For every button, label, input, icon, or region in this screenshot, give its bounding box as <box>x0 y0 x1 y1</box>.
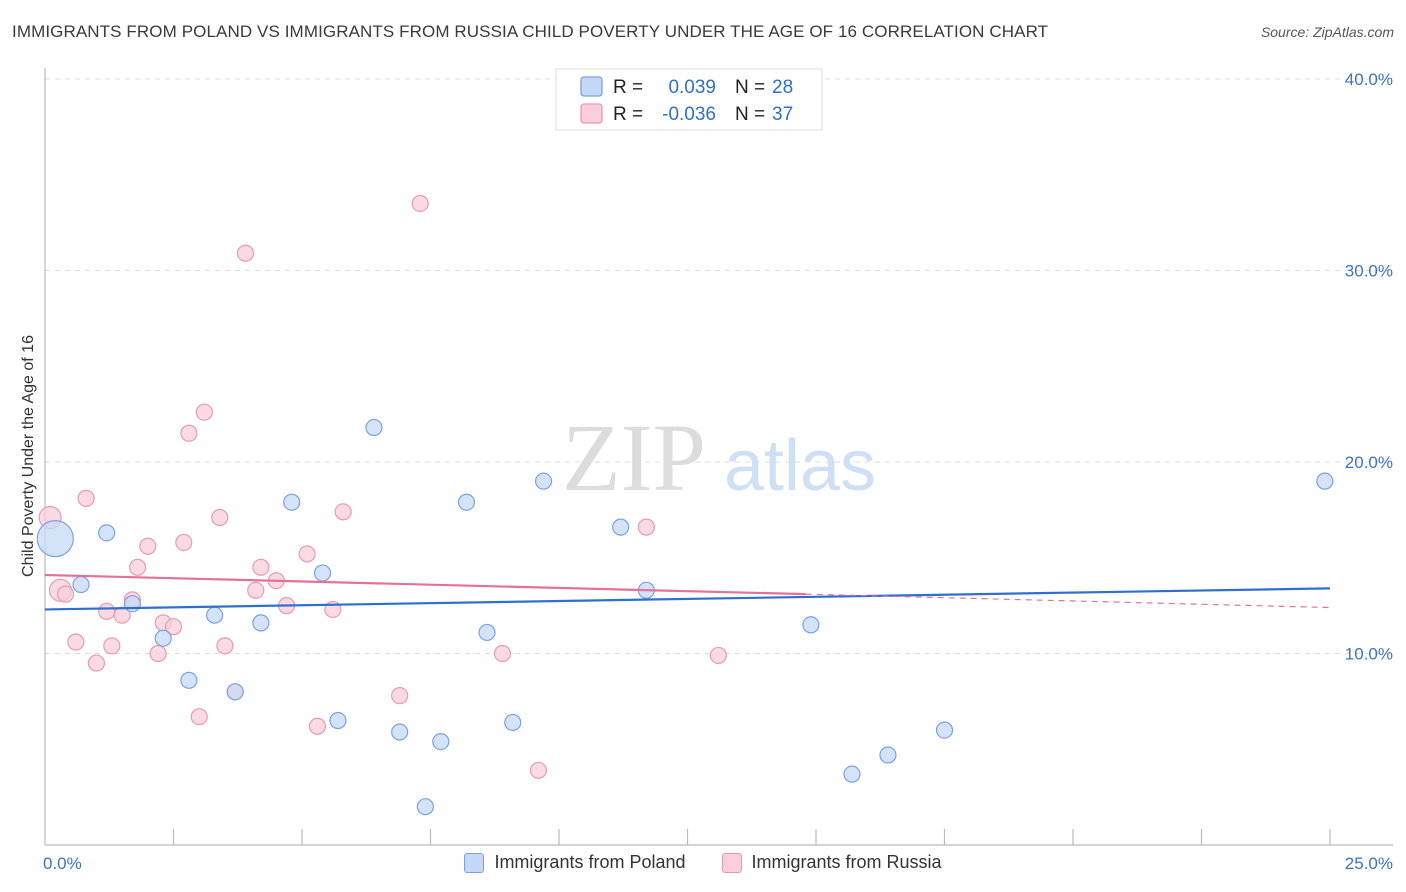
russia-point <box>77 489 95 507</box>
russia-point <box>103 637 121 655</box>
poland-point <box>416 798 434 816</box>
russia-point <box>391 687 409 705</box>
poland-point <box>935 721 954 739</box>
poland-point <box>180 671 198 689</box>
legend-label-poland: Immigrants from Poland <box>494 852 686 872</box>
russia-point <box>195 403 213 421</box>
poland-point <box>365 418 383 437</box>
poland-point <box>313 564 332 582</box>
poland-trend-line <box>44 587 1331 611</box>
series-legend: Immigrants from Poland Immigrants from R… <box>0 852 1406 873</box>
russia-point <box>67 633 85 651</box>
legend-swatch-russia-bottom <box>721 852 742 873</box>
russia-point <box>411 194 429 213</box>
russia-point <box>175 533 193 552</box>
legend-r-label-poland: R = <box>613 77 643 98</box>
watermark-atlas: atlas <box>724 426 876 506</box>
russia-point <box>529 761 548 779</box>
y-axis-label: Child Poverty Under the Age of 16 <box>20 335 37 577</box>
russia-point <box>98 602 116 620</box>
watermark-zip: ZIP <box>562 404 706 511</box>
russia-point <box>493 644 512 663</box>
russia-point <box>247 581 265 599</box>
russia-point <box>87 654 106 672</box>
legend-swatch-russia <box>580 103 603 124</box>
poland-point <box>36 519 74 558</box>
poland-point <box>612 518 630 536</box>
poland-point <box>478 623 496 642</box>
russia-point <box>180 424 198 442</box>
russia-point <box>637 518 655 536</box>
poland-point <box>226 683 244 701</box>
y-tick-label: 20.0% <box>1345 453 1393 472</box>
poland-point <box>391 723 409 741</box>
y-tick-label: 40.0% <box>1345 70 1393 89</box>
legend-r-label-russia: R = <box>613 104 643 125</box>
poland-point <box>534 472 553 490</box>
tick-labels: 10.0% 20.0% 30.0% 40.0% 0.0% 25.0% <box>43 70 1393 873</box>
russia-point <box>252 558 270 576</box>
correlation-legend: R = 0.039 N = 28 R = -0.036 N = 37 <box>555 68 823 131</box>
legend-swatch-poland-bottom <box>464 852 485 873</box>
legend-r-value-russia: -0.036 <box>662 104 716 125</box>
trend-lines <box>44 573 1331 611</box>
legend-n-label-poland: N = <box>735 77 765 98</box>
x-tick-label: 25.0% <box>1345 854 1393 873</box>
poland-point <box>154 629 172 647</box>
legend-swatch-poland <box>580 76 603 97</box>
chart-title: IMMIGRANTS FROM POLAND VS IMMIGRANTS FRO… <box>12 22 1049 41</box>
russia-point <box>334 503 352 521</box>
russia-trend-extension <box>805 593 1331 609</box>
legend-r-value-poland: 0.039 <box>668 77 716 98</box>
poland-point <box>283 493 301 511</box>
x-tick-label: 0.0% <box>43 854 82 873</box>
russia-point <box>709 646 727 665</box>
russia-trend-line <box>44 573 806 596</box>
poland-point <box>802 616 820 634</box>
russia-point <box>216 637 234 655</box>
poland-point <box>98 524 116 542</box>
legend-n-value-poland: 28 <box>772 77 793 98</box>
y-tick-label: 10.0% <box>1345 645 1393 664</box>
watermark: ZIP atlas <box>562 404 876 511</box>
russia-point <box>56 585 75 603</box>
legend-n-label-russia: N = <box>735 104 765 125</box>
legend-n-value-russia: 37 <box>772 104 793 125</box>
poland-point <box>504 713 522 732</box>
poland-point <box>72 575 90 594</box>
poland-point <box>329 711 347 730</box>
russia-point <box>298 545 316 563</box>
poland-points <box>36 91 1334 816</box>
poland-point <box>457 493 476 511</box>
russia-point <box>236 244 255 262</box>
russia-point <box>164 618 183 636</box>
russia-points <box>38 194 727 779</box>
poland-point <box>432 732 450 751</box>
russia-point <box>149 644 167 663</box>
russia-point <box>139 537 157 555</box>
source-label: Source: ZipAtlas.com <box>1260 24 1394 40</box>
russia-point <box>128 558 147 576</box>
russia-point <box>211 508 229 527</box>
axes <box>44 68 1393 846</box>
russia-point <box>190 708 208 726</box>
russia-point <box>308 717 327 735</box>
poland-point <box>879 746 897 764</box>
y-tick-label: 30.0% <box>1345 262 1393 281</box>
legend-item-poland: Immigrants from Poland <box>464 852 686 873</box>
poland-point <box>252 614 270 632</box>
poland-point <box>123 595 141 613</box>
poland-point <box>843 765 861 783</box>
legend-item-russia: Immigrants from Russia <box>721 852 942 873</box>
poland-point <box>1316 472 1334 490</box>
poland-point <box>206 606 224 624</box>
gridlines <box>45 78 1393 654</box>
legend-label-russia: Immigrants from Russia <box>751 852 942 872</box>
